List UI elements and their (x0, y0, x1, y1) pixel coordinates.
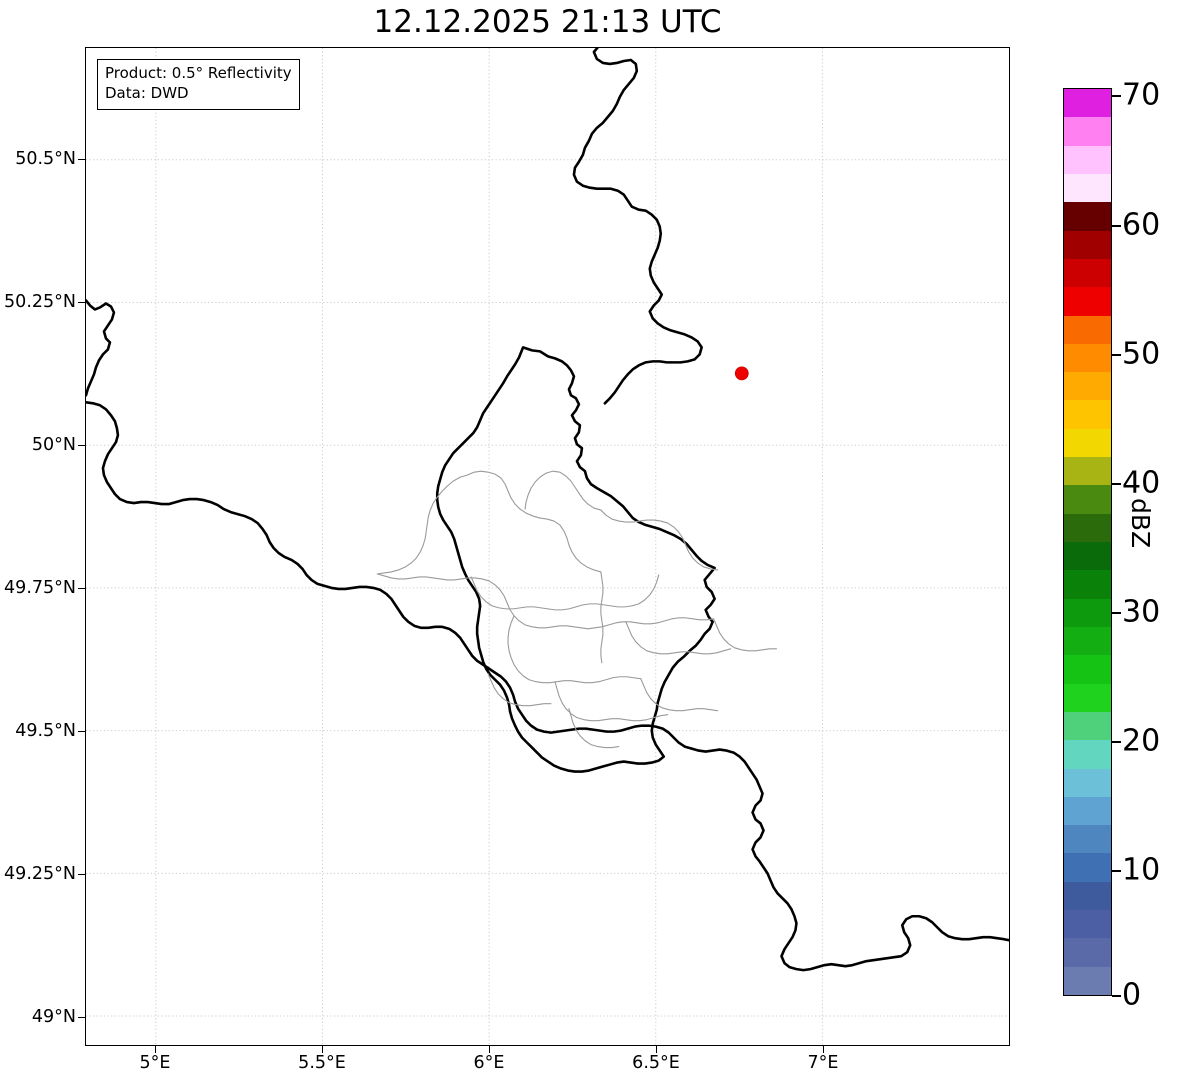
map-plot-area[interactable]: Product: 0.5° Reflectivity Data: DWD (85, 47, 1010, 1046)
colorbar-band (1064, 315, 1111, 344)
colorbar-band (1064, 825, 1111, 854)
colorbar-band (1064, 570, 1111, 599)
colorbar-band (1064, 683, 1111, 712)
colorbar-band (1064, 938, 1111, 967)
colorbar-band (1064, 542, 1111, 571)
colorbar-band (1064, 145, 1111, 174)
x-tick-label-7: 7°E (807, 1053, 839, 1073)
x-tick-mark-6 (489, 1046, 491, 1053)
colorbar-tick-label-0: 0 (1122, 977, 1142, 1013)
x-tick-label-6-5: 6.5°E (632, 1053, 680, 1073)
y-tick-label-49: 49°N (31, 1007, 76, 1027)
x-tick-label-5: 5°E (139, 1053, 171, 1073)
colorbar-band (1064, 966, 1111, 995)
y-tick-mark-50 (78, 445, 85, 447)
colorbar-tick-label-10: 10 (1122, 852, 1161, 888)
colorbar-tick-mark-50 (1112, 354, 1121, 356)
colorbar-band (1064, 117, 1111, 146)
colorbar-band (1064, 485, 1111, 514)
info-data-line: Data: DWD (105, 83, 189, 102)
colorbar-band (1064, 230, 1111, 259)
radar-site-marker[interactable] (734, 366, 749, 381)
colorbar-band (1064, 740, 1111, 769)
colorbar-tick-mark-40 (1112, 483, 1121, 485)
colorbar-band (1064, 343, 1111, 373)
y-tick-mark-50-25 (78, 302, 85, 304)
district-border-lines (376, 470, 778, 749)
colorbar-band (1064, 598, 1111, 627)
colorbar-tick-mark-0 (1112, 995, 1121, 997)
colorbar-tick-mark-20 (1112, 741, 1121, 743)
colorbar-band (1064, 711, 1111, 741)
colorbar-band (1064, 258, 1111, 288)
y-tick-label-50-5: 50.5°N (15, 149, 76, 169)
colorbar-band (1064, 173, 1111, 203)
x-tick-mark-6-5 (656, 1046, 658, 1053)
colorbar-band (1064, 881, 1111, 911)
info-product-line: Product: 0.5° Reflectivity (105, 64, 292, 82)
colorbar-tick-label-30: 30 (1122, 594, 1161, 630)
x-tick-mark-5-5 (322, 1046, 324, 1053)
y-tick-label-50: 50°N (31, 435, 76, 455)
x-tick-label-5-5: 5.5°E (298, 1053, 346, 1073)
colorbar-tick-mark-10 (1112, 870, 1121, 872)
colorbar-band (1064, 89, 1111, 118)
colorbar-band (1064, 626, 1111, 656)
y-tick-mark-49 (78, 1017, 85, 1019)
map-gridlines (86, 48, 1009, 1045)
colorbar-band (1064, 457, 1111, 486)
colorbar-band (1064, 910, 1111, 939)
colorbar-axis-label: dBZ (1126, 498, 1155, 549)
colorbar-tick-label-40: 40 (1122, 465, 1161, 501)
y-tick-mark-49-25 (78, 874, 85, 876)
colorbar-band (1064, 372, 1111, 401)
map-canvas (86, 48, 1009, 1045)
colorbar-band (1064, 796, 1111, 826)
y-tick-label-49-5: 49.5°N (15, 721, 76, 741)
y-tick-mark-49-5 (78, 731, 85, 733)
y-tick-mark-50-5 (78, 159, 85, 161)
colorbar-band (1064, 400, 1111, 429)
colorbar-tick-mark-70 (1112, 95, 1121, 97)
y-tick-mark-49-75 (78, 588, 85, 590)
colorbar-band (1064, 655, 1111, 684)
colorbar-tick-label-60: 60 (1122, 207, 1161, 243)
y-tick-label-50-25: 50.25°N (4, 292, 76, 312)
x-tick-mark-7 (823, 1046, 825, 1053)
y-tick-label-49-75: 49.75°N (4, 578, 76, 598)
colorbar-band (1064, 853, 1111, 882)
colorbar-tick-mark-30 (1112, 612, 1121, 614)
page-title: 12.12.2025 21:13 UTC (373, 4, 722, 40)
colorbar-tick-label-20: 20 (1122, 723, 1161, 759)
colorbar-band (1064, 287, 1111, 316)
y-tick-label-49-25: 49.25°N (4, 864, 76, 884)
country-border-lines (86, 48, 1009, 972)
colorbar-band (1064, 513, 1111, 542)
x-tick-label-6: 6°E (473, 1053, 505, 1073)
colorbar-tick-mark-60 (1112, 225, 1121, 227)
x-tick-mark-5 (155, 1046, 157, 1053)
colorbar-tick-label-50: 50 (1122, 336, 1161, 372)
colorbar-band (1064, 428, 1111, 458)
colorbar[interactable] (1063, 88, 1112, 996)
colorbar-band (1064, 202, 1111, 231)
colorbar-band (1064, 768, 1111, 797)
colorbar-tick-label-70: 70 (1122, 77, 1161, 113)
product-info-box: Product: 0.5° Reflectivity Data: DWD (97, 59, 300, 110)
